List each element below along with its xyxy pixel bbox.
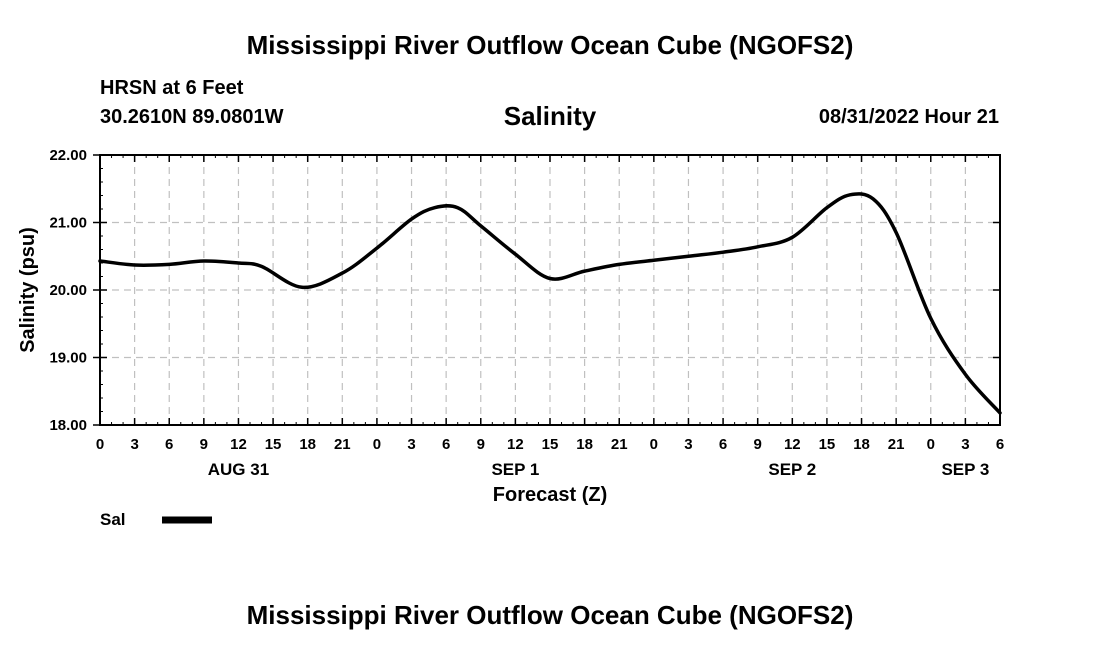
y-tick-label: 20.00 [49, 282, 87, 299]
station-label: HRSN at 6 Feet [100, 77, 244, 99]
chart-subtitle: Salinity [503, 101, 597, 131]
y-tick-label: 21.00 [49, 215, 87, 232]
chart-title-bottom: Mississippi River Outflow Ocean Cube (NG… [246, 600, 854, 630]
x-tick-label: 12 [230, 436, 247, 453]
day-label: SEP 1 [491, 460, 539, 479]
y-axis-title: Salinity (psu) [17, 227, 39, 353]
x-tick-label: 0 [96, 436, 104, 453]
x-axis-title: Forecast (Z) [493, 484, 607, 506]
x-tick-label: 9 [754, 436, 762, 453]
day-label: AUG 31 [208, 460, 269, 479]
legend-label: Sal [100, 510, 126, 529]
x-tick-label: 18 [576, 436, 593, 453]
chart-title-top: Mississippi River Outflow Ocean Cube (NG… [246, 30, 854, 60]
day-labels: AUG 31 SEP 1 SEP 2 SEP 3 [208, 460, 990, 479]
x-tick-label: 9 [477, 436, 485, 453]
x-tick-label: 12 [507, 436, 524, 453]
x-tick-label: 21 [334, 436, 351, 453]
x-tick-label: 15 [819, 436, 836, 453]
day-label: SEP 2 [768, 460, 816, 479]
series-line-sal [98, 192, 1002, 415]
x-tick-label: 18 [853, 436, 870, 453]
plot-frame [99, 154, 1001, 426]
x-tick-label: 3 [684, 436, 692, 453]
x-tick-label: 6 [442, 436, 450, 453]
legend: Sal [100, 510, 212, 529]
x-tick-label: 0 [373, 436, 381, 453]
x-tick-label: 9 [200, 436, 208, 453]
x-tick-labels: 0 3 6 9 12 15 18 21 0 3 6 9 12 15 18 21 0 3 6 9 12 15 18 21 0 3 6 [96, 436, 1004, 453]
x-tick-label: 3 [961, 436, 969, 453]
y-tick-label: 19.00 [49, 350, 87, 367]
day-label: SEP 3 [941, 460, 989, 479]
y-tick-label: 18.00 [49, 417, 87, 434]
x-tick-label: 3 [407, 436, 415, 453]
station-coordinates: 30.2610N 89.0801W [100, 106, 284, 128]
y-tick-labels: 18.00 19.00 20.00 21.00 22.00 [49, 147, 87, 434]
x-tick-label: 21 [611, 436, 628, 453]
x-tick-label: 3 [130, 436, 138, 453]
x-tick-label: 15 [265, 436, 282, 453]
x-tick-label: 18 [299, 436, 316, 453]
forecast-datetime: 08/31/2022 Hour 21 [818, 106, 999, 128]
x-tick-label: 21 [888, 436, 905, 453]
x-tick-label: 15 [542, 436, 559, 453]
x-tick-label: 0 [927, 436, 935, 453]
x-tick-label: 6 [996, 436, 1004, 453]
x-tick-label: 6 [719, 436, 727, 453]
x-tick-label: 6 [165, 436, 173, 453]
y-tick-label: 22.00 [49, 147, 87, 164]
x-tick-label: 12 [784, 436, 801, 453]
grid-lines [100, 155, 1000, 425]
x-tick-label: 0 [650, 436, 658, 453]
